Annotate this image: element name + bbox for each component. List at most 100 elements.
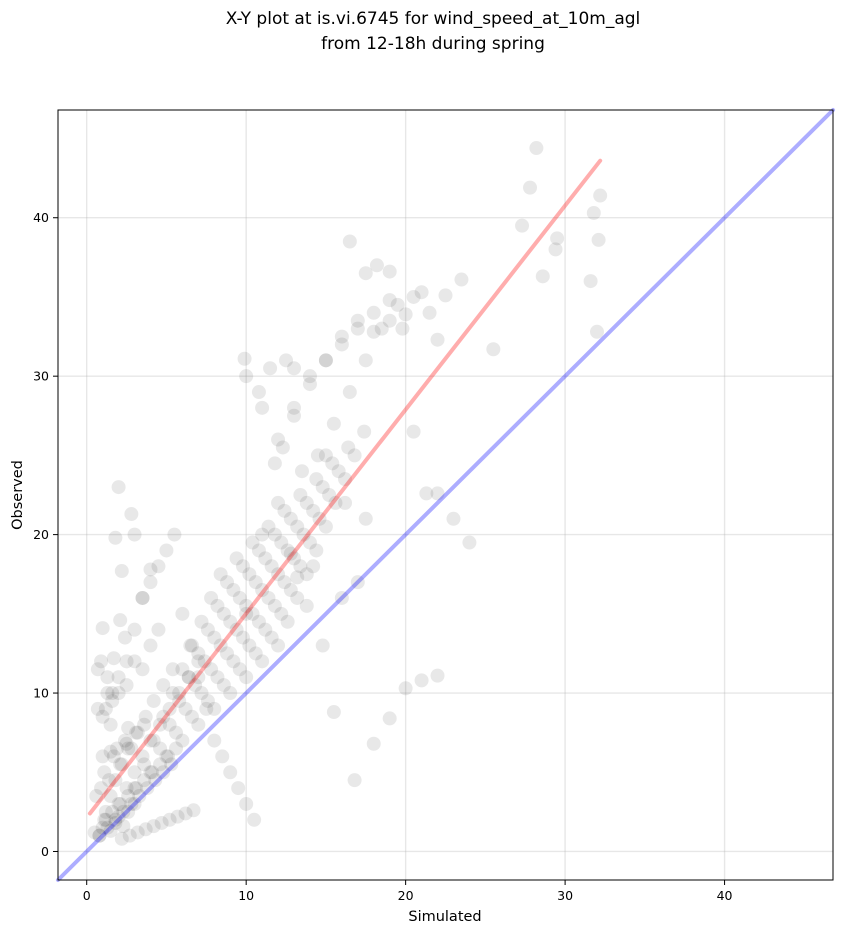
scatter-point [169,725,184,740]
scatter-point [287,400,302,415]
scatter-point [90,701,105,716]
scatter-point [216,678,231,693]
scatter-point [309,472,324,487]
scatter-point [486,342,501,357]
scatter-point [374,321,389,336]
scatter-point [290,570,305,585]
scatter-point [151,559,166,574]
scatter-point [197,654,212,669]
scatter-point [121,720,136,735]
grid-lines [58,110,833,880]
scatter-point [302,535,317,550]
scatter-point [366,324,381,339]
scatter-point [235,559,250,574]
scatter-point [406,424,421,439]
scatter-point [216,606,231,621]
scatter-point [92,828,107,843]
scatter-point [170,809,185,824]
scatter-point [242,567,257,582]
scatter-point [127,654,142,669]
scatter-point [299,598,314,613]
scatter-point [146,693,161,708]
scatter-point [153,757,168,772]
scatter-point [267,456,282,471]
scatter-point [98,701,113,716]
scatter-point [143,575,158,590]
scatter-point [162,701,177,716]
scatter-point [178,701,193,716]
y-tick-label: 10 [33,686,49,701]
scatter-point [143,562,158,577]
scatter-point [117,733,132,748]
scatter-point [100,820,115,835]
scatter-point [153,717,168,732]
scatter-point [350,575,365,590]
scatter-point [237,351,252,366]
scatter-point [239,606,254,621]
scatter-point [220,646,235,661]
scatter-point [334,337,349,352]
scatter-point [245,606,260,621]
scatter-point [369,258,384,273]
x-tick-label: 20 [398,888,414,903]
scatter-point [430,668,445,683]
scatter-point [220,575,235,590]
scatter-point [140,781,155,796]
scatter-point [271,432,286,447]
scatter-point [261,519,276,534]
scatter-point [98,812,113,827]
scatter-point [326,416,341,431]
scatter-point [271,638,286,653]
scatter-point [290,519,305,534]
scatter-point [334,329,349,344]
scatter-point [430,332,445,347]
scatter-point [462,535,477,550]
scatter-point [129,725,144,740]
scatter-point [113,613,128,628]
scatter-point [124,507,139,522]
scatter-point [210,670,225,685]
scatter-point [358,353,373,368]
scatter-point [255,527,270,542]
scatter-point [318,353,333,368]
scatter-point [110,741,125,756]
scatter-point [119,678,134,693]
x-axis-label: Simulated [408,909,481,925]
scatter-point [382,711,397,726]
scatter-point [258,551,273,566]
x-tick-label: 30 [557,888,573,903]
y-axis: 0 10 20 30 40 [33,210,58,859]
scatter-point [108,530,123,545]
scatter-point [277,503,292,518]
scatter-point [306,559,321,574]
scatter-point [226,654,241,669]
scatter-point [287,361,302,376]
scatter-point [398,307,413,322]
y-axis-label: Observed [10,460,26,530]
y-tick-label: 40 [33,210,49,225]
chart-title: X-Y plot at is.vi.6745 for wind_speed_at… [226,9,641,29]
scatter-point [116,819,131,834]
scatter-point [124,741,139,756]
x-axis: 0 10 20 30 40 [83,880,733,903]
scatter-point [325,456,340,471]
scatter-point [302,377,317,392]
scatter-point [183,638,198,653]
scatter-point [191,646,206,661]
scatter-point [121,804,136,819]
scatter-point [213,638,228,653]
scatter-point [251,385,266,400]
scatter-point [251,614,266,629]
scatter-point [181,670,196,685]
scatter-point [117,630,132,645]
scatter-point [245,535,260,550]
scatter-point [223,765,238,780]
scatter-point [239,796,254,811]
scatter-point [113,796,128,811]
scatter-point [114,564,129,579]
scatter-point [130,725,145,740]
scatter-point [188,678,203,693]
scatter-point [138,709,153,724]
scatter-point [366,736,381,751]
